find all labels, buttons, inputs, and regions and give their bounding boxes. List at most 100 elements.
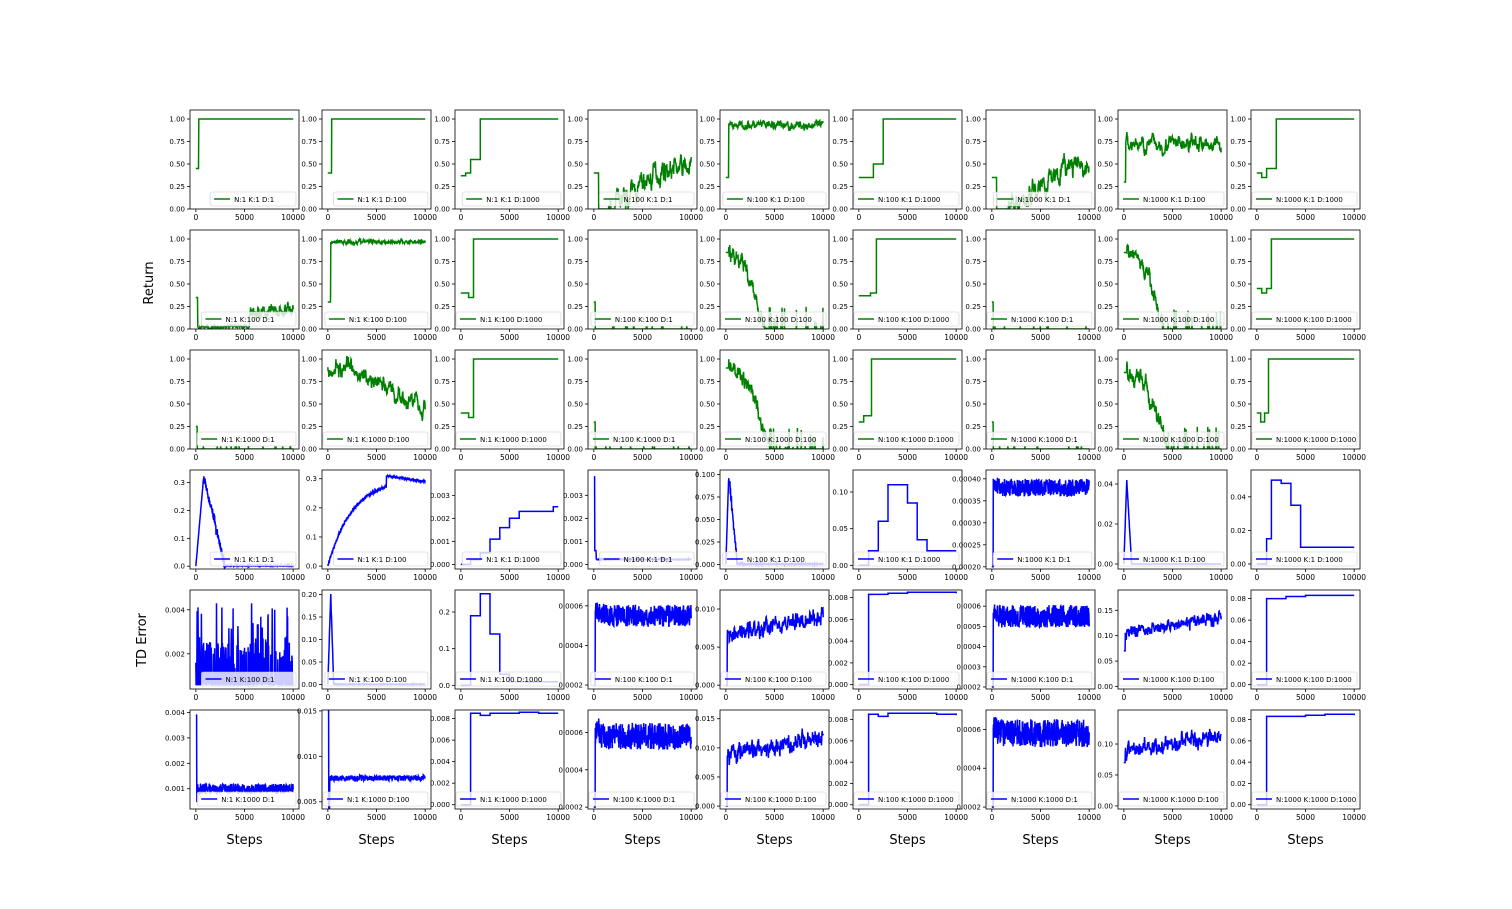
y-tick-label: 0.50 (434, 401, 450, 409)
y-tick-label: 0.00025 (952, 541, 981, 549)
x-tick-label: 5000 (898, 573, 917, 582)
legend-label: N:1 K:100 D:100 (349, 316, 407, 324)
x-tick-label: 0 (591, 333, 596, 342)
y-tick-label: 0.50 (965, 281, 981, 289)
y-tick-label: 0.25 (832, 423, 848, 431)
legend-label: N:1000 K:1000 D:100 (1143, 436, 1219, 444)
y-tick-label: 0.00 (1230, 326, 1246, 334)
x-tick-label: 0 (1121, 573, 1126, 582)
x-tick-label: 0 (1254, 813, 1259, 822)
legend: N:100 K:1 D:1000 (853, 191, 960, 207)
legend: N:1000 K:100 D:100 (1118, 671, 1225, 687)
series-line (991, 477, 1090, 568)
legend: N:100 K:100 D:100 (720, 311, 827, 327)
y-tick-label: 0.010 (695, 606, 715, 614)
y-tick-label: 1.00 (1097, 116, 1113, 124)
x-tick-label: 5000 (1031, 813, 1050, 822)
subplot-0-6: 0 5000 10000 0.00 0.25 0.50 0.75 1.00 N:1000 K:1… (965, 109, 1101, 222)
subplot-0-3: 0 5000 10000 0.00 0.25 0.50 0.75 1.00 N:100 K:1 … (567, 109, 703, 222)
x-tick-label: 10000 (413, 453, 437, 462)
y-tick-label: 1.00 (965, 356, 981, 364)
legend: N:1 K:1 D:1 (209, 191, 297, 207)
y-tick-label: 1.00 (169, 116, 185, 124)
y-tick-label: 0.75 (1097, 258, 1113, 266)
x-tick-label: 5000 (1163, 453, 1182, 462)
x-tick-label: 0 (458, 213, 463, 222)
legend-box (1118, 191, 1225, 207)
x-tick-label: 0 (1121, 813, 1126, 822)
x-tick-label: 10000 (1342, 693, 1366, 702)
y-tick-label: 0.75 (567, 138, 583, 146)
y-tick-label: 0.00030 (952, 519, 981, 527)
legend: N:100 K:1 D:1 (599, 191, 695, 207)
y-tick-label: 0.003 (563, 492, 583, 500)
y-tick-label: 0.000 (563, 561, 583, 569)
y-tick-label: 0.00 (567, 206, 583, 214)
y-tick-label: 0.002 (563, 515, 583, 523)
subplot-5-6: 0 5000 10000 0.0002 0.0004 0.0006 N:1000 K:100… (957, 709, 1101, 822)
legend-box (196, 431, 297, 447)
x-tick-label: 5000 (898, 333, 917, 342)
y-tick-label: 0.10 (1097, 741, 1113, 749)
legend-label: N:100 K:1 D:100 (747, 556, 805, 564)
x-tick-label: 5000 (1163, 693, 1182, 702)
subplot-5-3: 0 5000 10000 0.0002 0.0004 0.0006 N:100 K:1000… (559, 709, 703, 822)
y-tick-label: 1.00 (434, 236, 450, 244)
legend: N:1000 K:100 D:100 (1118, 311, 1225, 327)
y-tick-label: 0.075 (695, 494, 715, 502)
y-tick-label: 1.00 (1230, 236, 1246, 244)
legend-box (1118, 671, 1225, 687)
y-tick-label: 0.50 (169, 401, 185, 409)
y-tick-label: 0.50 (1230, 401, 1246, 409)
x-tick-label: 0 (723, 813, 728, 822)
subplot-4-8: 0 5000 10000 0.00 0.02 0.04 0.06 0.08 N:1000 K:1… (1230, 589, 1366, 702)
y-tick-label: 0.00 (567, 326, 583, 334)
y-tick-label: 0.000 (695, 682, 715, 690)
x-axis-label-6: Steps (1022, 833, 1059, 848)
legend-label: N:100 K:1 D:1 (624, 196, 673, 204)
legend-label: N:1 K:1000 D:100 (347, 796, 409, 804)
y-tick-label: 0.2 (439, 609, 450, 617)
x-tick-label: 10000 (281, 813, 305, 822)
x-tick-label: 0 (989, 573, 994, 582)
y-tick-label: 0.006 (828, 737, 849, 745)
x-tick-label: 10000 (1077, 453, 1101, 462)
x-tick-label: 5000 (765, 453, 784, 462)
y-tick-label: 0.75 (434, 138, 450, 146)
series-line (460, 711, 559, 806)
x-tick-label: 10000 (281, 333, 305, 342)
x-tick-label: 0 (1121, 693, 1126, 702)
legend: N:1000 K:1 D:1 (992, 191, 1093, 207)
subplot-2-0: 0 5000 10000 0.00 0.25 0.50 0.75 1.00 N:1 K:1000… (169, 349, 305, 462)
y-tick-label: 1.00 (301, 356, 317, 364)
legend-box (853, 311, 960, 327)
x-tick-label: 5000 (235, 213, 254, 222)
y-tick-label: 0.002 (430, 515, 450, 523)
y-tick-label: 0.000 (828, 681, 848, 689)
y-tick-label: 0.04 (1230, 493, 1246, 501)
x-tick-label: 10000 (679, 693, 703, 702)
y-tick-label: 0.15 (1097, 607, 1113, 615)
y-tick-label: 1.00 (567, 236, 583, 244)
y-tick-label: 0.25 (1097, 423, 1113, 431)
x-tick-label: 10000 (281, 693, 305, 702)
x-tick-label: 0 (591, 693, 596, 702)
subplot-4-2: 0 5000 10000 0.0 0.1 0.2 N:1 K:100 D:1000 (439, 589, 570, 702)
y-tick-label: 0.001 (430, 538, 450, 546)
legend-box (722, 191, 827, 207)
panel-grid: 0 5000 10000 0.00 0.25 0.50 0.75 1.00 N:1 K:1 D:… (165, 109, 1366, 822)
legend-box (853, 671, 960, 687)
legend-label: N:1 K:1 D:1000 (486, 196, 539, 204)
y-tick-label: 0.75 (1097, 138, 1113, 146)
legend-box (599, 551, 695, 567)
y-tick-label: 0.50 (567, 161, 583, 169)
x-tick-label: 5000 (1296, 693, 1315, 702)
legend-box (324, 311, 429, 327)
y-tick-label: 0.0006 (957, 726, 982, 734)
y-tick-label: 0.25 (1097, 183, 1113, 191)
x-tick-label: 10000 (1209, 813, 1233, 822)
legend-label: N:1000 K:100 D:1000 (1276, 676, 1352, 684)
y-tick-label: 0.75 (832, 378, 848, 386)
x-tick-label: 0 (591, 453, 596, 462)
y-tick-label: 0.00 (1230, 681, 1246, 689)
